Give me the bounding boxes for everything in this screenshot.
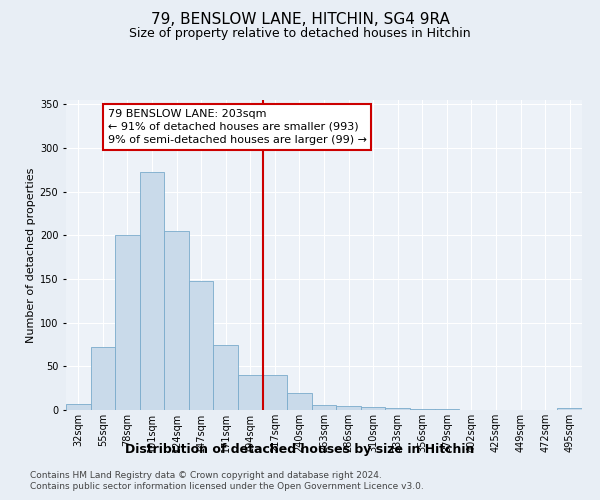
Bar	[410, 409, 434, 410]
Text: 79 BENSLOW LANE: 203sqm
← 91% of detached houses are smaller (993)
9% of semi-de: 79 BENSLOW LANE: 203sqm ← 91% of detache…	[108, 108, 367, 145]
Bar	[189, 281, 214, 410]
Text: Contains public sector information licensed under the Open Government Licence v3: Contains public sector information licen…	[30, 482, 424, 491]
Bar	[140, 172, 164, 410]
Bar	[214, 346, 238, 410]
Bar	[287, 392, 312, 410]
Bar	[385, 408, 410, 410]
Bar	[361, 408, 385, 410]
Bar	[557, 408, 582, 410]
Bar	[336, 406, 361, 410]
Bar	[263, 375, 287, 410]
Bar	[238, 375, 263, 410]
Bar	[66, 404, 91, 410]
Bar	[434, 409, 459, 410]
Text: Distribution of detached houses by size in Hitchin: Distribution of detached houses by size …	[125, 442, 475, 456]
Bar	[164, 231, 189, 410]
Bar	[115, 236, 140, 410]
Text: 79, BENSLOW LANE, HITCHIN, SG4 9RA: 79, BENSLOW LANE, HITCHIN, SG4 9RA	[151, 12, 449, 28]
Bar	[312, 405, 336, 410]
Text: Size of property relative to detached houses in Hitchin: Size of property relative to detached ho…	[129, 28, 471, 40]
Text: Contains HM Land Registry data © Crown copyright and database right 2024.: Contains HM Land Registry data © Crown c…	[30, 471, 382, 480]
Y-axis label: Number of detached properties: Number of detached properties	[26, 168, 35, 342]
Bar	[91, 347, 115, 410]
